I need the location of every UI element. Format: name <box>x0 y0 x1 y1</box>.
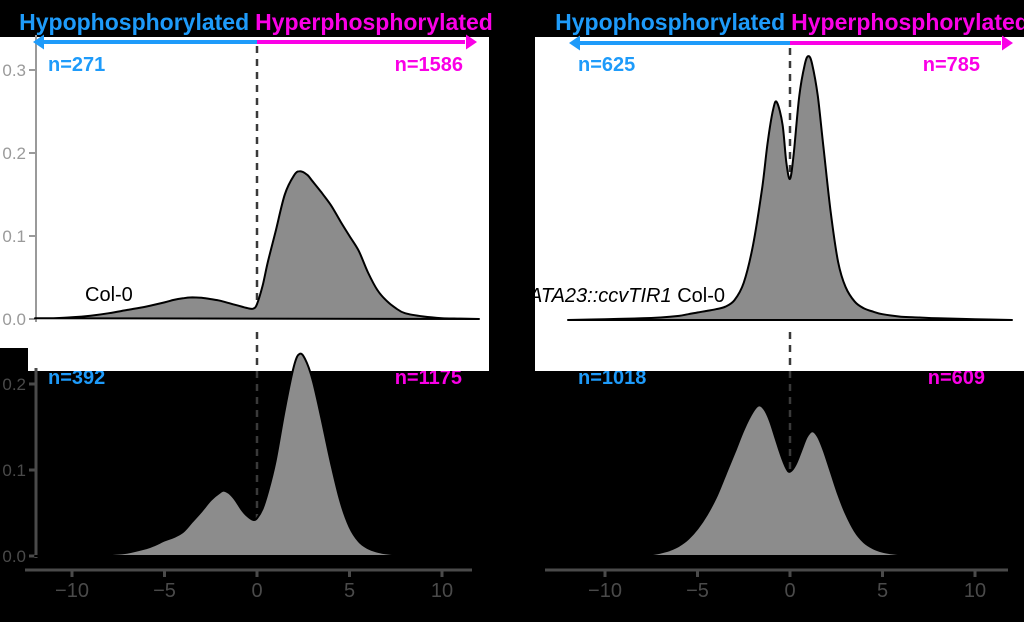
panel-background-top-left <box>0 37 489 348</box>
genotype-label-col0: Col-0 <box>85 284 133 306</box>
genotype-label-ccvtir1: ATA23::ccvTIR1 Col-0 <box>529 285 725 308</box>
density-curve <box>567 55 1013 321</box>
y-tick-label: 0.2 <box>2 144 26 163</box>
y-tick-label: 0.3 <box>2 61 26 80</box>
n-hypo-count-top-left: n=271 <box>48 54 106 76</box>
n-hyper-count-bottom-left: n=1175 <box>394 367 462 389</box>
genotype-italic-part: ATA23::ccvTIR1 <box>529 285 672 307</box>
x-tick-label: 10 <box>964 580 986 602</box>
hypo-arrow-left-panel-head <box>33 34 44 50</box>
hyper-arrow-right-panel-head <box>1002 35 1013 51</box>
x-tick-label: −10 <box>588 580 622 602</box>
y-tick-label: 0.1 <box>2 227 26 246</box>
hypophosphorylated-label: Hypophosphorylated <box>555 9 786 35</box>
x-tick-label: −5 <box>153 580 176 602</box>
y-tick-label: 0.2 <box>2 375 26 394</box>
x-tick-label: −5 <box>686 580 709 602</box>
n-hypo-count-top-right: n=625 <box>578 54 636 76</box>
n-hypo-count-bottom-left: n=392 <box>48 367 106 389</box>
n-hypo-count-bottom-right: n=1018 <box>578 367 647 389</box>
density-curve <box>34 352 425 558</box>
y-tick-label: 0.0 <box>2 547 26 566</box>
n-hyper-count-top-left: n=1586 <box>394 54 463 76</box>
x-tick-label: −10 <box>55 580 89 602</box>
x-tick-label: 5 <box>877 580 888 602</box>
hypo-arrow-right-panel-head <box>569 35 580 51</box>
hypophosphorylated-label: Hypophosphorylated <box>19 9 250 35</box>
genotype-regular-part: Col-0 <box>671 285 725 307</box>
n-hyper-count-bottom-right: n=609 <box>927 367 985 389</box>
phospho-title-right: Hypophosphorylated Hyperphosphorylated <box>555 9 1024 36</box>
hyper-arrow-left-panel-head <box>466 34 477 50</box>
x-tick-label: 0 <box>784 580 795 602</box>
density-curve <box>34 170 480 320</box>
y-tick-label: 0.1 <box>2 461 26 480</box>
x-tick-label: 10 <box>431 580 453 602</box>
n-hyper-count-top-right: n=785 <box>922 54 980 76</box>
hyperphosphorylated-label: Hyperphosphorylated <box>791 9 1024 35</box>
density-curve <box>567 404 939 558</box>
panel-background-top-left-lower <box>28 348 489 371</box>
phospho-title-left: Hypophosphorylated Hyperphosphorylated <box>19 9 493 36</box>
hyperphosphorylated-label: Hyperphosphorylated <box>255 9 493 35</box>
x-tick-label: 0 <box>251 580 262 602</box>
x-tick-label: 5 <box>344 580 355 602</box>
y-tick-label: 0.0 <box>2 310 26 329</box>
